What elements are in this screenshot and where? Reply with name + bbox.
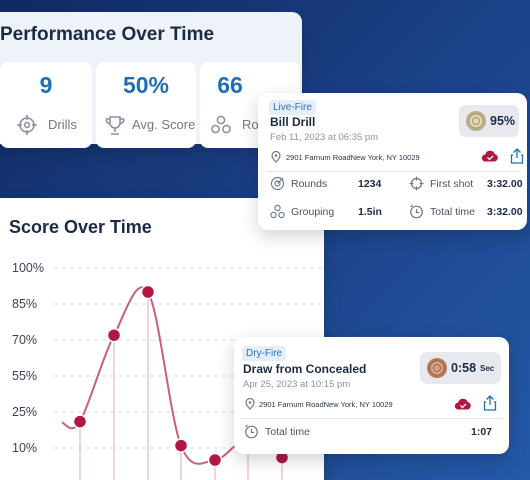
data-point [140,284,156,300]
session-date: Apr 25, 2023 at 10:15 pm [243,379,351,390]
time-badge: 0:58 Sec [420,352,501,384]
stat-drills-label: Drills [48,117,77,132]
stat-drills-value: 9 [39,72,53,98]
cloud-check-icon[interactable] [454,397,472,411]
time-value: 0:58 [451,361,477,375]
rounds-icon [211,115,231,134]
y-tick-label: 25% [12,405,37,419]
timer-icon [245,424,258,439]
session-address: 2901 Farnum RoadNew York, NY 10029 [259,400,393,409]
performance-title: Performance Over Time [0,24,215,45]
y-tick-label: 10% [12,441,37,455]
y-tick-label: 70% [12,333,37,347]
metric-first-shot-label: First shot [430,178,474,190]
session-card-draw-from-concealed[interactable]: Dry-Fire Draw from Concealed Apr 25, 202… [234,337,509,454]
y-tick-label: 55% [12,369,37,383]
session-date: Feb 11, 2023 at 06:35 pm [270,132,379,143]
data-point [106,327,122,343]
metric-rounds-label: Rounds [291,178,328,190]
stat-avg-score-label: Avg. Score [132,117,196,132]
share-icon[interactable] [510,148,524,164]
y-tick-label: 85% [12,297,37,311]
medal-icon [466,111,486,131]
session-card-bill-drill[interactable]: Live-Fire Bill Drill Feb 11, 2023 at 06:… [258,93,527,230]
location-pin-icon [245,398,255,410]
divider [240,418,503,419]
data-point [207,452,223,468]
metric-grouping-label: Grouping [291,206,335,218]
crosshair-icon [17,115,37,135]
location-pin-icon [271,151,281,163]
score-chart-title: Score Over Time [9,217,152,237]
time-unit: Sec [480,364,495,373]
metric-total-time-label: Total time [265,426,310,438]
data-point [72,414,88,429]
stat-rounds-value: 66 [217,72,243,98]
target-icon [270,176,285,191]
cloud-check-icon[interactable] [481,149,499,163]
y-tick-label: 100% [12,261,44,275]
metric-rounds-value: 1234 [358,178,382,190]
session-name: Draw from Concealed [243,362,367,376]
performance-card: Performance Over Time 9 Drills 50% Avg. … [0,12,302,148]
data-point [173,438,189,453]
medal-icon [427,358,447,378]
divider [266,171,519,172]
metric-first-shot-value: 3:32.00 [487,178,523,190]
session-tag: Live-Fire [269,100,316,115]
stat-avg-score[interactable]: 50% Avg. Score [96,62,196,148]
metric-total-time-label: Total time [430,206,475,218]
metric-grouping-value: 1.5in [358,206,382,218]
score-value: 95% [490,114,516,128]
crosshair-icon [409,176,424,191]
grouping-icon [270,204,285,219]
timer-icon [410,204,423,219]
stat-drills[interactable]: 9 Drills [0,62,92,148]
session-tag: Dry-Fire [242,346,287,361]
trophy-icon [105,116,125,135]
stat-avg-score-value: 50% [122,72,170,98]
session-name: Bill Drill [270,115,316,129]
share-icon[interactable] [483,395,497,411]
metric-total-time-value: 3:32.00 [487,206,523,218]
score-badge: 95% [459,105,519,137]
stat-rounds-label: Ro [242,117,259,132]
session-address: 2901 Farnum RoadNew York, NY 10029 [286,153,420,162]
metric-total-time-value: 1:07 [471,426,493,438]
